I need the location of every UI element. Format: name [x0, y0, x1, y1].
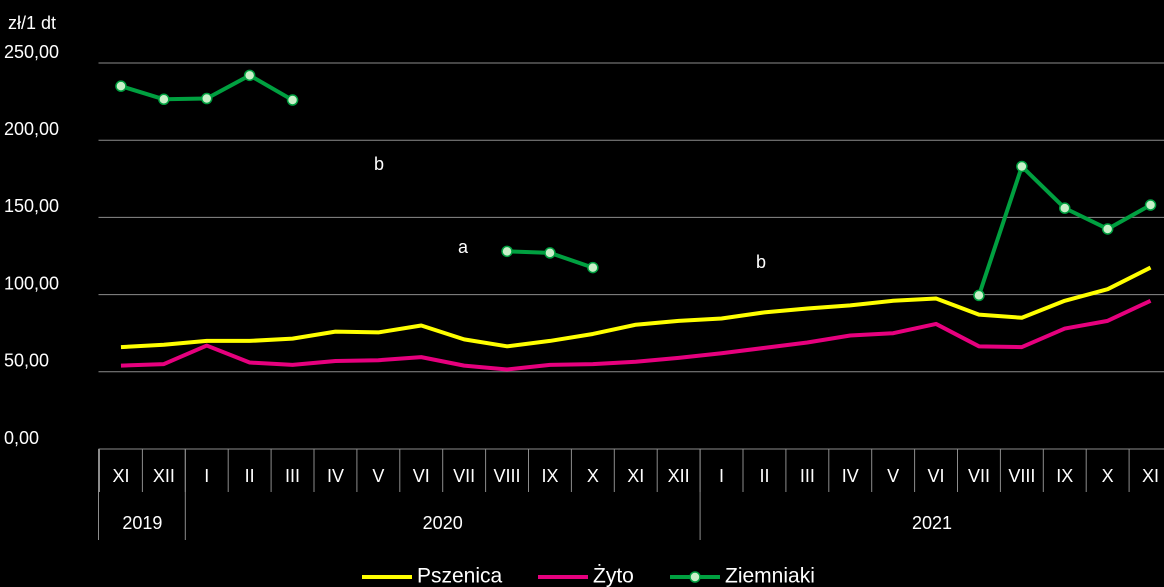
- year-label: 2021: [912, 513, 952, 533]
- y-tick-label: 100,00: [4, 273, 59, 293]
- y-axis-label: zł/1 dt: [8, 13, 56, 33]
- marker: [544, 247, 556, 259]
- x-tick-label: VII: [968, 466, 990, 486]
- annotation: b: [374, 154, 384, 174]
- series-line: [120, 298, 1152, 372]
- y-tick-label: 200,00: [4, 119, 59, 139]
- x-tick-label: VII: [453, 466, 475, 486]
- legend-label: Żyto: [593, 565, 634, 587]
- x-tick-label: I: [204, 466, 209, 486]
- y-tick-label: 50,00: [4, 351, 49, 371]
- marker: [158, 93, 170, 106]
- marker: [243, 69, 256, 82]
- x-tick-label: XI: [1142, 466, 1159, 486]
- marker: [1016, 160, 1028, 173]
- marker: [973, 289, 985, 302]
- marker: [201, 92, 213, 105]
- x-tick-label: XII: [668, 466, 690, 486]
- y-tick-label: 0,00: [4, 428, 39, 448]
- y-tick-label: 150,00: [4, 196, 59, 216]
- x-tick-label: IX: [541, 466, 558, 486]
- x-tick-label: II: [759, 466, 769, 486]
- x-tick-label: VI: [928, 466, 945, 486]
- x-tick-label: V: [372, 466, 384, 486]
- marker: [501, 245, 513, 258]
- x-tick-label: VIII: [494, 466, 521, 486]
- x-tick-label: III: [285, 466, 300, 486]
- series-line: [120, 265, 1152, 350]
- x-tick-label: XI: [627, 466, 644, 486]
- legend-label: Ziemniaki: [725, 565, 815, 587]
- x-tick-label: IV: [327, 466, 344, 486]
- annotation: a: [458, 237, 469, 257]
- y-tick-label: 250,00: [4, 42, 59, 62]
- x-tick-label: VI: [413, 466, 430, 486]
- year-label: 2019: [122, 513, 162, 533]
- x-tick-label: X: [587, 466, 599, 486]
- marker: [286, 94, 299, 106]
- x-tick-label: XI: [112, 466, 129, 486]
- x-tick-label: X: [1102, 466, 1114, 486]
- marker: [1144, 199, 1157, 211]
- x-tick-label: XII: [153, 466, 175, 486]
- x-tick-label: V: [887, 466, 899, 486]
- marker: [1101, 223, 1114, 235]
- x-tick-label: IV: [842, 466, 859, 486]
- legend-marker: [689, 571, 701, 583]
- x-tick-label: VIII: [1008, 466, 1035, 486]
- series-line: [120, 73, 1152, 297]
- annotation: b: [756, 252, 766, 272]
- marker: [115, 80, 127, 92]
- marker: [1059, 202, 1071, 214]
- legend-label: Pszenica: [417, 565, 503, 587]
- x-tick-label: IX: [1056, 466, 1073, 486]
- year-label: 2020: [423, 513, 463, 533]
- marker: [587, 261, 599, 274]
- x-tick-label: II: [245, 466, 255, 486]
- x-tick-label: III: [800, 466, 815, 486]
- x-tick-label: I: [719, 466, 724, 486]
